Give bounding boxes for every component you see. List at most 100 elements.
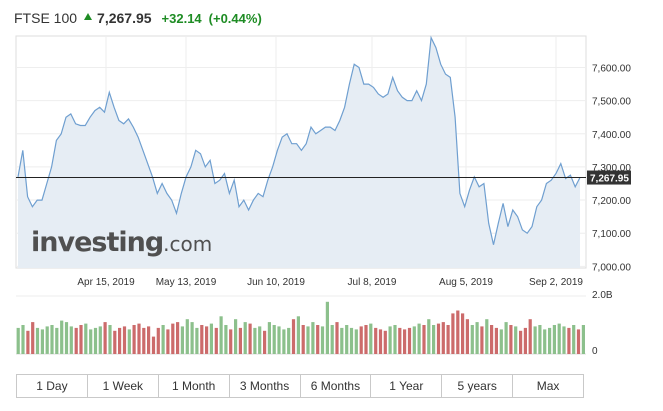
volume-bar — [69, 326, 73, 354]
range-button-1-year[interactable]: 1 Year — [371, 375, 443, 397]
volume-bar — [26, 330, 30, 354]
range-button-max[interactable]: Max — [513, 375, 583, 397]
price-chart[interactable]: 7,000.00 7,100.00 7,200.00 7,300.00 7,400.00… — [0, 0, 663, 372]
volume-bar — [480, 326, 484, 354]
range-button-1-month[interactable]: 1 Month — [158, 375, 230, 397]
volume-bar — [354, 329, 358, 354]
current-price-label: 7,267.95 — [590, 174, 629, 185]
volume-bar — [60, 320, 64, 354]
volume-bar — [398, 327, 402, 354]
volume-bar — [548, 327, 552, 354]
volume-bar — [374, 327, 378, 354]
volume-bar — [403, 329, 407, 354]
volume-bar — [441, 322, 445, 354]
volume-bar — [93, 327, 98, 354]
x-tick-label: Jun 10, 2019 — [247, 277, 305, 288]
volume-bar — [277, 326, 281, 354]
volume-bar — [349, 327, 354, 354]
volume-bar — [369, 323, 373, 355]
volume-bar — [267, 322, 271, 354]
volume-bar — [205, 326, 209, 354]
volume-bar — [316, 325, 320, 354]
range-button-5-years[interactable]: 5 years — [442, 375, 514, 397]
volume-bar — [291, 319, 296, 354]
price-line — [17, 35, 581, 245]
y-tick-label: 7,600.00 — [592, 63, 631, 74]
volume-bar — [282, 329, 286, 354]
volume-bar — [504, 322, 508, 354]
volume-bar — [422, 325, 426, 354]
logo-suffix: .com — [163, 232, 213, 256]
last-price: 7,267.95 — [97, 10, 152, 26]
volume-bar — [224, 325, 228, 354]
y-tick-label: 7,500.00 — [592, 97, 631, 108]
x-tick-label: Jul 8, 2019 — [348, 277, 397, 288]
volume-bar — [567, 327, 571, 354]
volume-bar — [229, 329, 233, 354]
x-tick-label: Sep 2, 2019 — [529, 277, 583, 288]
volume-bar — [84, 323, 88, 355]
volume-bar — [248, 323, 252, 355]
volume-bar — [89, 329, 93, 354]
volume-bar — [432, 325, 436, 354]
volume-bar — [113, 330, 117, 354]
volume-bar — [388, 326, 392, 354]
volume-bar — [151, 336, 156, 354]
volume-bar — [287, 327, 291, 354]
volume-bar — [514, 326, 518, 354]
volume-bar — [364, 325, 368, 354]
volume-min-label: 0 — [592, 346, 598, 357]
volume-bar — [311, 322, 315, 354]
volume-bar — [79, 325, 83, 354]
y-tick-label: 7,100.00 — [592, 229, 631, 240]
volume-bar — [176, 322, 180, 354]
volume-bar — [490, 325, 494, 354]
range-button-3-months[interactable]: 3 Months — [229, 375, 301, 397]
volume-bar — [190, 322, 194, 354]
volume-bar — [499, 329, 503, 354]
volume-bar — [359, 326, 363, 354]
volume-bar — [180, 326, 184, 354]
volume-bar — [509, 325, 513, 354]
volume-bar — [562, 326, 566, 354]
volume-bar — [528, 319, 532, 354]
time-range-selector: 1 Day 1 Week 1 Month 3 Months 6 Months 1 Year… — [16, 374, 584, 398]
range-button-1-week[interactable]: 1 Week — [87, 375, 159, 397]
investing-logo: investing.com — [31, 227, 212, 258]
volume-bar — [306, 326, 310, 354]
volume-bar — [142, 327, 146, 354]
volume-bar — [21, 325, 25, 354]
range-button-1-day[interactable]: 1 Day — [17, 375, 88, 397]
logo-brand: investing — [31, 227, 164, 258]
volume-bar — [461, 313, 465, 354]
range-button-6-months[interactable]: 6 Months — [300, 375, 372, 397]
volume-bar — [543, 329, 547, 354]
volume-bar — [55, 327, 59, 354]
volume-max-label: 2.0B — [592, 290, 613, 301]
volume-bar — [195, 327, 199, 354]
volume-bar — [335, 322, 339, 354]
volume-bar — [272, 325, 276, 354]
x-tick-label: May 13, 2019 — [156, 277, 217, 288]
volume-bar — [171, 323, 175, 355]
volume-bar — [185, 319, 189, 354]
volume-bar — [74, 327, 78, 354]
volume-bar — [147, 326, 151, 354]
y-tick-label: 7,000.00 — [592, 262, 631, 273]
quote-header: FTSE 100 7,267.95 +32.14 (+0.44%) — [14, 8, 262, 28]
volume-bar — [161, 325, 165, 354]
volume-bar — [494, 327, 498, 354]
volume-bar — [35, 327, 40, 354]
volume-bar — [523, 327, 527, 354]
volume-bar — [238, 327, 242, 354]
volume-bar — [407, 327, 412, 354]
volume-bar — [209, 323, 213, 355]
volume-bar — [393, 325, 397, 354]
volume-bar — [330, 325, 334, 354]
volume-bar — [234, 319, 238, 354]
volume-bar — [427, 319, 431, 354]
volume-bar — [103, 322, 107, 354]
volume-bar — [456, 310, 460, 354]
volume-bar — [258, 326, 262, 354]
volume-bar — [436, 323, 441, 355]
